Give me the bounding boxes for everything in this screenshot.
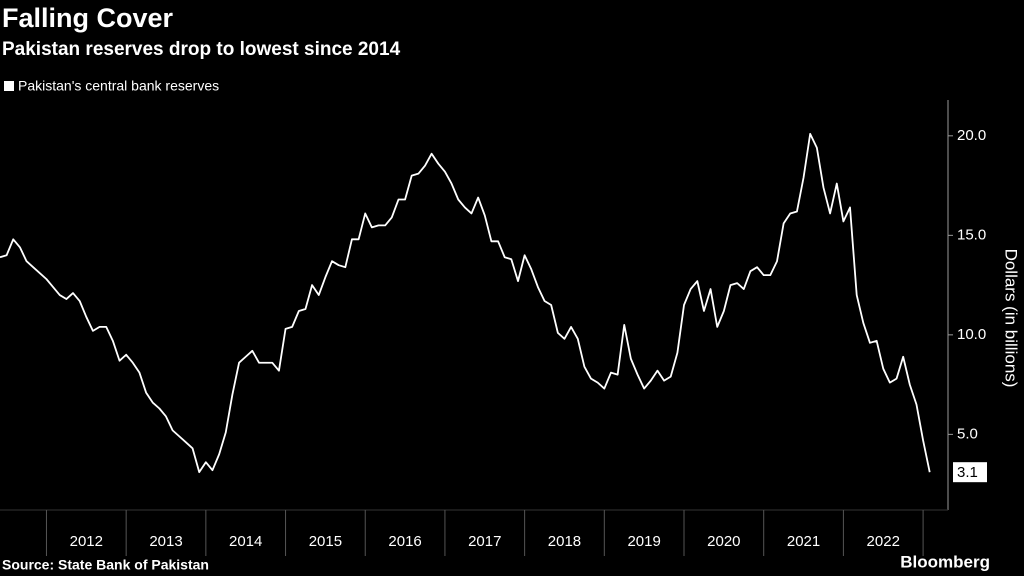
- y-axis-label: Dollars (in billions): [1002, 249, 1021, 388]
- x-tick-label: 2022: [867, 533, 900, 550]
- source: Source: State Bank of Pakistan: [2, 557, 209, 573]
- legend-label: Pakistan's central bank reserves: [18, 78, 219, 94]
- y-tick-label: 10.0: [957, 326, 986, 343]
- line-series: [0, 132, 931, 474]
- x-tick-label: 2018: [548, 533, 581, 550]
- y-tick-label: 15.0: [957, 226, 986, 243]
- x-tick-label: 2020: [707, 533, 740, 550]
- x-tick-label: 2016: [388, 533, 421, 550]
- x-tick-label: 2021: [787, 533, 820, 550]
- y-tick-label: 20.0: [957, 127, 986, 144]
- y-tick-label: 5.0: [957, 425, 978, 442]
- chart-subtitle: Pakistan reserves drop to lowest since 2…: [2, 39, 401, 60]
- credit: Bloomberg: [900, 552, 990, 571]
- legend-swatch: [4, 81, 14, 91]
- chart-title: Falling Cover: [2, 3, 174, 33]
- x-tick-label: 2013: [149, 533, 182, 550]
- x-tick-label: 2017: [468, 533, 501, 550]
- x-tick-label: 2012: [70, 533, 103, 550]
- last-value-box: [953, 462, 987, 483]
- last-value-label: 3.1: [957, 464, 978, 481]
- x-tick-label: 2019: [627, 533, 660, 550]
- x-tick-label: 2014: [229, 533, 262, 550]
- x-tick-label: 2015: [309, 533, 342, 550]
